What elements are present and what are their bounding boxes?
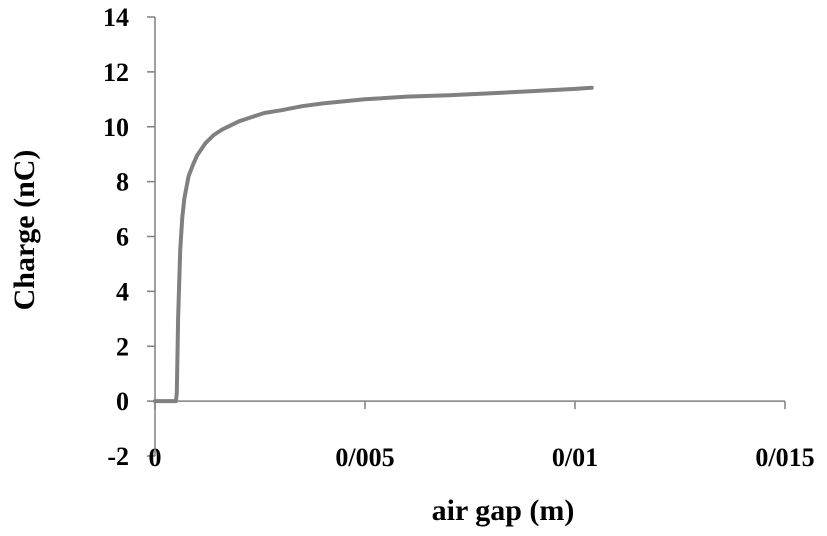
x-tick-label: 0/01 <box>552 443 598 472</box>
y-tick-label: 2 <box>116 332 129 361</box>
y-tick-label: 0 <box>116 387 129 416</box>
y-tick-label: 8 <box>116 168 129 197</box>
y-tick-label: 14 <box>103 3 129 32</box>
x-tick-label: 0 <box>149 443 162 472</box>
x-tick-label: 0/005 <box>335 443 394 472</box>
x-axis-ticks: 0 0/005 0/01 0/015 <box>149 401 815 472</box>
y-tick-label: -2 <box>107 442 129 471</box>
y-tick-label: 10 <box>103 113 129 142</box>
series-line-1 <box>153 85 594 404</box>
x-axis-title: air gap (m) <box>432 494 575 527</box>
y-tick-label: 6 <box>116 223 129 252</box>
x-tick-label: 0/015 <box>755 443 814 472</box>
y-tick-label: 4 <box>116 277 129 306</box>
y-axis-title: Charge (nC) <box>8 150 41 311</box>
y-tick-label: 12 <box>103 58 129 87</box>
y-axis-ticks: -2 0 2 4 6 8 10 12 14 <box>103 3 155 471</box>
series-group <box>153 85 594 404</box>
